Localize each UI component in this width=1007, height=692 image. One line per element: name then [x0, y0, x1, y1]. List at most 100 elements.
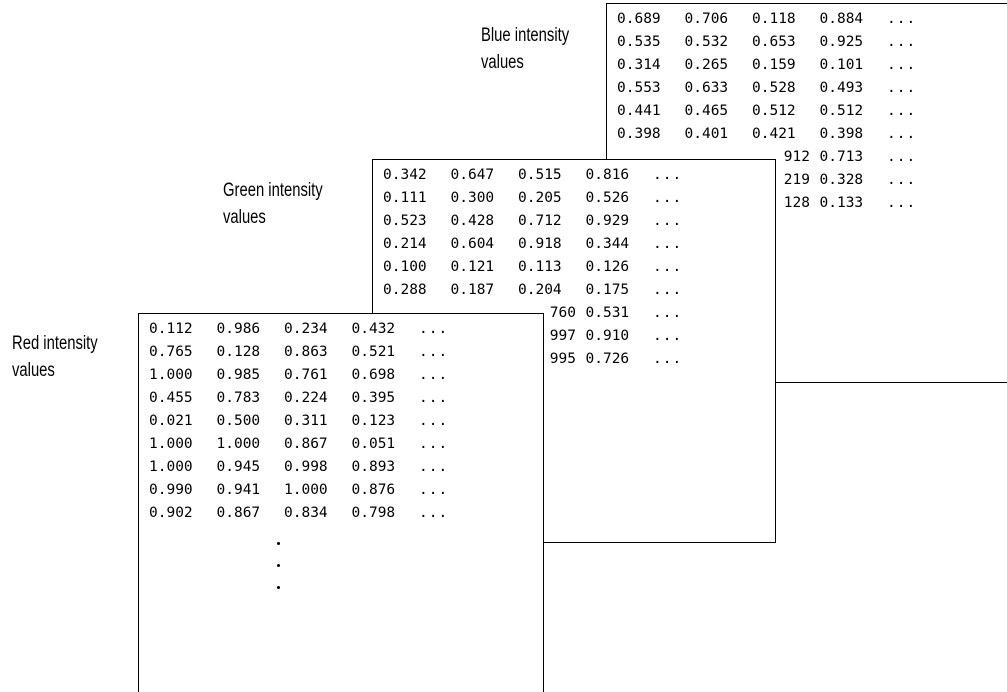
red-matrix-cell: 0.945 — [216, 459, 261, 475]
blue-row-ellipsis: ... — [887, 80, 917, 96]
green-matrix-row: 0.342 0.647 0.515 0.816... — [383, 164, 682, 187]
blue-matrix-cell: 0.884 — [819, 11, 864, 27]
red-matrix-cell: 1.000 — [284, 482, 328, 498]
red-matrix-cell: 0.998 — [284, 459, 328, 475]
green-matrix-cell: 0.175 — [585, 282, 630, 298]
green-matrix-cell: 0.100 — [383, 259, 427, 275]
red-matrix-cell: 0.867 — [284, 436, 328, 452]
green-row-ellipsis: ... — [653, 167, 683, 183]
blue-row-ellipsis: ... — [887, 103, 917, 119]
green-matrix-cell: 0.204 — [518, 282, 562, 298]
green-matrix-row: 0.100 0.121 0.113 0.126... — [383, 256, 682, 279]
green-matrix-row: 760 0.531... — [383, 302, 682, 325]
green-matrix-cell: 995 — [549, 351, 576, 367]
blue-label-line1: Blue intensity — [481, 25, 570, 46]
green-matrix-cell: 0.918 — [518, 236, 562, 252]
blue-row-ellipsis: ... — [887, 172, 917, 188]
red-matrix-cell: 0.112 — [149, 321, 193, 337]
green-matrix-values: 0.342 0.647 0.515 0.816... 0.111 0.300 0.205 0.… — [383, 164, 682, 371]
red-matrix-cell: 0.698 — [351, 367, 396, 383]
green-matrix-cell: 0.344 — [585, 236, 630, 252]
red-matrix-cell: 0.985 — [216, 367, 261, 383]
green-matrix-row: 0.214 0.604 0.918 0.344... — [383, 233, 682, 256]
blue-matrix-row: 219 0.328... — [617, 169, 916, 192]
vertical-ellipsis-dot — [277, 564, 280, 567]
green-matrix-cell: 0.288 — [383, 282, 427, 298]
blue-matrix-cell: 912 — [783, 149, 810, 165]
blue-matrix-cell: 128 — [783, 195, 810, 211]
red-matrix-row: 1.000 0.945 0.998 0.893... — [149, 456, 448, 479]
green-matrix-cell: 0.214 — [383, 236, 427, 252]
blue-matrix-cell: 0.398 — [819, 126, 864, 142]
green-row-ellipsis: ... — [653, 236, 683, 252]
vertical-ellipsis-dot — [277, 586, 280, 589]
red-matrix-cell: 0.395 — [351, 390, 396, 406]
red-matrix-cell: 0.876 — [351, 482, 396, 498]
red-matrix-cell: 0.798 — [351, 505, 396, 521]
blue-matrix-cell: 0.689 — [617, 11, 661, 27]
blue-row-ellipsis: ... — [887, 11, 917, 27]
red-matrix-cell: 0.834 — [284, 505, 328, 521]
green-matrix-cell: 0.523 — [383, 213, 427, 229]
red-matrix-cell: 0.902 — [149, 505, 193, 521]
green-matrix-cell: 0.111 — [383, 190, 427, 206]
red-matrix-cell: 0.432 — [351, 321, 396, 337]
blue-matrix-cell: 0.401 — [684, 126, 729, 142]
red-matrix-cell: 0.893 — [351, 459, 396, 475]
blue-matrix-cell: 0.493 — [819, 80, 864, 96]
green-matrix-cell: 0.816 — [585, 167, 630, 183]
red-matrix-row: 0.990 0.941 1.000 0.876... — [149, 479, 448, 502]
green-matrix-cell: 0.910 — [585, 328, 630, 344]
blue-row-ellipsis: ... — [887, 149, 917, 165]
green-matrix-cell: 0.526 — [585, 190, 630, 206]
vertical-ellipsis-dot — [277, 542, 280, 545]
blue-row-ellipsis: ... — [887, 195, 917, 211]
blue-matrix-cell: 0.314 — [617, 57, 661, 73]
red-matrix-cell: 0.761 — [284, 367, 328, 383]
red-row-ellipsis: ... — [419, 505, 449, 521]
red-row-ellipsis: ... — [419, 413, 449, 429]
blue-matrix-cell: 0.421 — [752, 126, 796, 142]
blue-intensity-label: Blue intensity values — [481, 22, 569, 76]
green-matrix-cell: 0.929 — [585, 213, 630, 229]
blue-matrix-cell: 0.535 — [617, 34, 661, 50]
blue-matrix-values: 0.689 0.706 0.118 0.884... 0.535 0.532 0.653 0.… — [617, 8, 916, 215]
blue-matrix-row: 0.689 0.706 0.118 0.884... — [617, 8, 916, 31]
blue-matrix-row: 128 0.133... — [617, 192, 916, 215]
green-matrix-cell: 0.428 — [450, 213, 495, 229]
green-row-ellipsis: ... — [653, 259, 683, 275]
red-intensity-matrix: 0.112 0.986 0.234 0.432... 0.765 0.128 0.863 0.… — [138, 313, 544, 692]
green-matrix-row: 997 0.910... — [383, 325, 682, 348]
green-matrix-row: 0.523 0.428 0.712 0.929... — [383, 210, 682, 233]
red-matrix-row: 0.455 0.783 0.224 0.395... — [149, 387, 448, 410]
red-matrix-cell: 0.521 — [351, 344, 396, 360]
red-row-ellipsis: ... — [419, 390, 449, 406]
green-matrix-cell: 997 — [549, 328, 576, 344]
blue-matrix-cell: 0.528 — [752, 80, 796, 96]
red-matrix-row: 1.000 1.000 0.867 0.051... — [149, 433, 448, 456]
green-matrix-cell: 0.126 — [585, 259, 630, 275]
blue-matrix-cell: 0.133 — [819, 195, 864, 211]
red-matrix-cell: 0.986 — [216, 321, 261, 337]
blue-matrix-cell: 0.706 — [684, 11, 729, 27]
blue-row-ellipsis: ... — [887, 34, 917, 50]
red-label-line1: Red intensity — [12, 333, 98, 354]
blue-matrix-cell: 0.398 — [617, 126, 661, 142]
red-matrix-cell: 0.234 — [284, 321, 328, 337]
blue-row-ellipsis: ... — [887, 57, 917, 73]
blue-matrix-cell: 0.159 — [752, 57, 796, 73]
red-row-ellipsis: ... — [419, 367, 449, 383]
red-row-ellipsis: ... — [419, 482, 449, 498]
red-matrix-cell: 0.051 — [351, 436, 396, 452]
green-matrix-cell: 0.113 — [518, 259, 562, 275]
red-matrix-cell: 1.000 — [149, 436, 193, 452]
blue-matrix-row: 0.441 0.465 0.512 0.512... — [617, 100, 916, 123]
red-matrix-cell: 0.863 — [284, 344, 328, 360]
green-row-ellipsis: ... — [653, 213, 683, 229]
red-matrix-row: 0.765 0.128 0.863 0.521... — [149, 341, 448, 364]
blue-matrix-cell: 0.653 — [752, 34, 796, 50]
red-matrix-cell: 0.867 — [216, 505, 261, 521]
blue-matrix-row: 0.398 0.401 0.421 0.398... — [617, 123, 916, 146]
blue-matrix-cell: 0.925 — [819, 34, 864, 50]
red-matrix-row: 0.902 0.867 0.834 0.798... — [149, 502, 448, 525]
